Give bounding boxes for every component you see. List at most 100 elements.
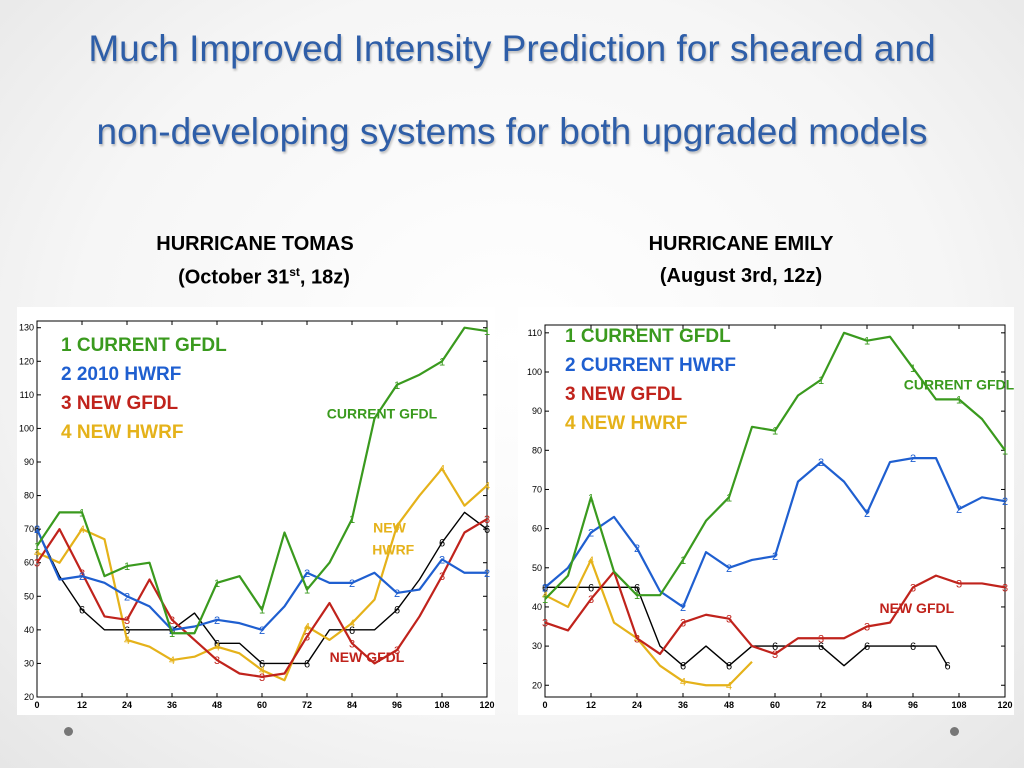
series-point-3: 3 [124,615,130,627]
legend-entry: 1 CURRENT GFDL [565,326,731,347]
series-line-1 [36,326,488,635]
series-point-6: 6 [484,524,490,536]
x-tick-label: 0 [34,700,39,710]
series-point-3: 3 [864,622,870,634]
series-point-2: 2 [910,453,916,465]
tomas-subheading-pre: (October 31 [178,266,290,289]
series-point-6: 6 [79,605,85,617]
series-point-6: 6 [304,658,310,670]
series-point-1: 1 [772,426,778,438]
series-point-6: 6 [772,641,778,653]
series-point-4: 4 [680,676,686,688]
series-point-3: 3 [394,645,400,657]
emily-heading: HURRICANE EMILY [648,233,834,255]
series-point-1: 1 [542,594,548,606]
x-tick-label: 36 [678,700,688,710]
series-point-4: 4 [304,622,310,634]
series-line-2 [35,528,487,631]
series-point-1: 1 [439,356,445,368]
y-tick-label: 80 [24,491,34,501]
series-point-3: 3 [634,633,640,645]
series-point-2: 2 [34,524,40,536]
series-point-3: 3 [1002,582,1008,594]
series-point-3: 3 [680,618,686,630]
slide-title-line-1: Much Improved Intensity Prediction for s… [88,28,936,69]
slide-bullet-right [950,727,959,736]
y-tick-label: 50 [532,563,542,573]
series-point-4: 4 [726,680,732,692]
series-point-4: 4 [124,635,130,647]
series-point-3: 3 [349,638,355,650]
y-tick-label: 70 [532,484,542,494]
chart-annotation: HWRF [372,541,414,557]
series-point-6: 6 [818,641,824,653]
legend-entry: 4 NEW HWRF [61,422,183,443]
series-point-1: 1 [79,507,85,519]
series-point-3: 3 [169,615,175,627]
series-point-3: 3 [726,614,732,626]
series-point-1: 1 [726,492,732,504]
series-point-1: 1 [304,585,310,597]
y-tick-label: 110 [20,390,34,400]
x-tick-label: 72 [816,700,826,710]
series-point-4: 4 [259,665,265,677]
legend-entry: 3 NEW GFDL [565,384,683,405]
series-point-4: 4 [34,548,40,560]
y-tick-label: 80 [532,445,542,455]
legend-entry: 4 NEW HWRF [565,413,687,434]
x-tick-label: 84 [347,700,357,710]
series-point-2: 2 [124,591,130,603]
series-point-1: 1 [634,590,640,602]
x-tick-label: 96 [392,700,402,710]
series-point-1: 1 [349,514,355,526]
series-point-2: 2 [259,625,265,637]
series-point-2: 2 [349,578,355,590]
tomas-subheading-sup: st [289,265,300,279]
series-point-2: 2 [304,568,310,580]
series-point-4: 4 [349,618,355,630]
series-point-6: 6 [259,658,265,670]
series-point-2: 2 [818,457,824,469]
x-tick-label: 60 [257,700,267,710]
series-point-2: 2 [1002,496,1008,508]
series-point-3: 3 [588,594,594,606]
series-point-1: 1 [214,578,220,590]
series-point-1: 1 [956,394,962,406]
series-point-2: 2 [864,508,870,520]
y-tick-label: 110 [528,328,542,338]
series-line-4 [544,558,753,687]
series-point-1: 1 [1002,445,1008,457]
y-tick-label: 90 [24,457,34,467]
series-point-1: 1 [680,555,686,567]
chart-annotation: NEW GFDL [330,649,405,665]
series-point-6: 6 [680,661,686,673]
x-tick-label: 96 [908,700,918,710]
y-tick-label: 60 [24,558,34,568]
series-point-3: 3 [542,618,548,630]
series-point-4: 4 [214,642,220,654]
series-point-3: 3 [304,632,310,644]
series-point-4: 4 [484,481,490,493]
series-point-3: 3 [818,633,824,645]
x-tick-label: 48 [212,700,222,710]
series-point-1: 1 [484,326,490,338]
y-tick-label: 40 [24,625,34,635]
series-point-6: 6 [588,582,594,594]
series-point-2: 2 [79,571,85,583]
series-point-2: 2 [726,563,732,575]
y-tick-label: 70 [24,524,34,534]
series-point-6: 6 [349,625,355,637]
series-point-2: 2 [484,568,490,580]
series-point-6: 6 [394,605,400,617]
series-point-1: 1 [34,541,40,553]
series-point-1: 1 [124,561,130,573]
emily-subheading: (August 3rd, 12z) [659,265,823,287]
series-point-1: 1 [864,336,870,348]
series-point-3: 3 [772,649,778,661]
emily-chart-panel: 20 30 40 50 60 70 80 90 100 110 0 12 24 36 48 60 72 84 96 1… [518,307,1014,715]
chart-annotation: NEW [373,520,406,536]
slide-title-line-2: non-developing systems for both upgraded… [96,111,928,152]
tomas-heading: HURRICANE TOMAS [156,233,354,255]
series-point-3: 3 [79,568,85,580]
